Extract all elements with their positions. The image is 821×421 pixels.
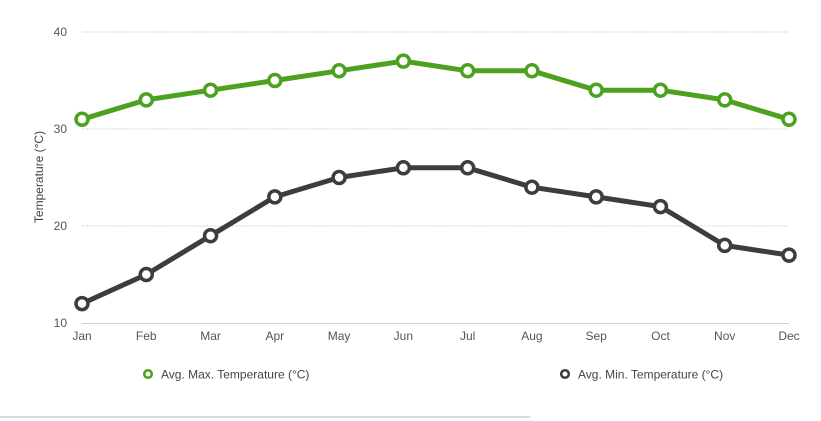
data-point[interactable] <box>138 92 155 108</box>
x-tick-label: Dec <box>778 329 799 343</box>
data-point[interactable] <box>652 198 669 215</box>
data-point[interactable] <box>652 82 669 98</box>
x-tick-label: Jul <box>460 329 475 343</box>
data-point[interactable] <box>524 63 540 79</box>
x-tick-label: Apr <box>265 329 284 343</box>
x-tick-label: May <box>328 329 351 343</box>
data-point[interactable] <box>588 189 604 205</box>
x-tick-label: Feb <box>136 329 157 343</box>
series-line <box>79 165 792 307</box>
legend[interactable]: Avg. Max. Temperature (°C) Avg. Min. Temp… <box>142 368 723 382</box>
x-tick-label: Oct <box>651 329 670 343</box>
series-group <box>74 53 797 312</box>
y-axis-title: Temperature (°C) <box>32 131 46 223</box>
legend-marker-icon <box>559 368 571 380</box>
data-point[interactable] <box>331 63 347 79</box>
data-point[interactable] <box>267 72 283 89</box>
data-point[interactable] <box>74 295 90 312</box>
data-point[interactable] <box>459 63 476 79</box>
divider <box>0 416 530 418</box>
data-point[interactable] <box>74 111 90 128</box>
data-point[interactable] <box>331 169 347 186</box>
data-point[interactable] <box>395 53 412 69</box>
data-point[interactable] <box>138 266 155 283</box>
y-tick-label: 30 <box>54 122 68 136</box>
series-1 <box>74 53 797 128</box>
data-point[interactable] <box>202 227 219 244</box>
data-point[interactable] <box>267 189 283 205</box>
data-point[interactable] <box>716 92 733 108</box>
x-tick-label: Jan <box>72 329 91 343</box>
y-tick-label: 10 <box>54 316 68 330</box>
data-point[interactable] <box>395 160 412 176</box>
grid <box>82 31 789 324</box>
legend-label: Avg. Min. Temperature (°C) <box>578 368 723 382</box>
x-tick-label: Aug <box>521 329 542 343</box>
data-point[interactable] <box>588 82 604 98</box>
data-point[interactable] <box>459 160 476 176</box>
x-tick-label: Nov <box>714 329 735 343</box>
y-tick-label: 40 <box>54 25 68 39</box>
x-tick-label: Sep <box>586 329 608 343</box>
data-point[interactable] <box>781 247 797 263</box>
series-line <box>79 58 792 122</box>
legend-marker-icon <box>142 368 154 380</box>
y-axis: 10 20 30 40 <box>54 25 68 330</box>
data-point[interactable] <box>202 82 219 98</box>
legend-label: Avg. Max. Temperature (°C) <box>161 368 309 382</box>
data-point[interactable] <box>781 111 797 128</box>
x-axis: Jan Feb Mar Apr May Jun Jul Aug Sep Oct Nov Dec <box>72 329 799 343</box>
data-point[interactable] <box>524 179 540 195</box>
legend-item[interactable]: Avg. Min. Temperature (°C) <box>559 368 723 382</box>
y-tick-label: 20 <box>54 219 68 233</box>
legend-item[interactable]: Avg. Max. Temperature (°C) <box>142 368 309 382</box>
x-tick-label: Jun <box>394 329 413 343</box>
x-tick-label: Mar <box>200 329 221 343</box>
series-2 <box>74 160 797 312</box>
data-point[interactable] <box>716 237 733 254</box>
